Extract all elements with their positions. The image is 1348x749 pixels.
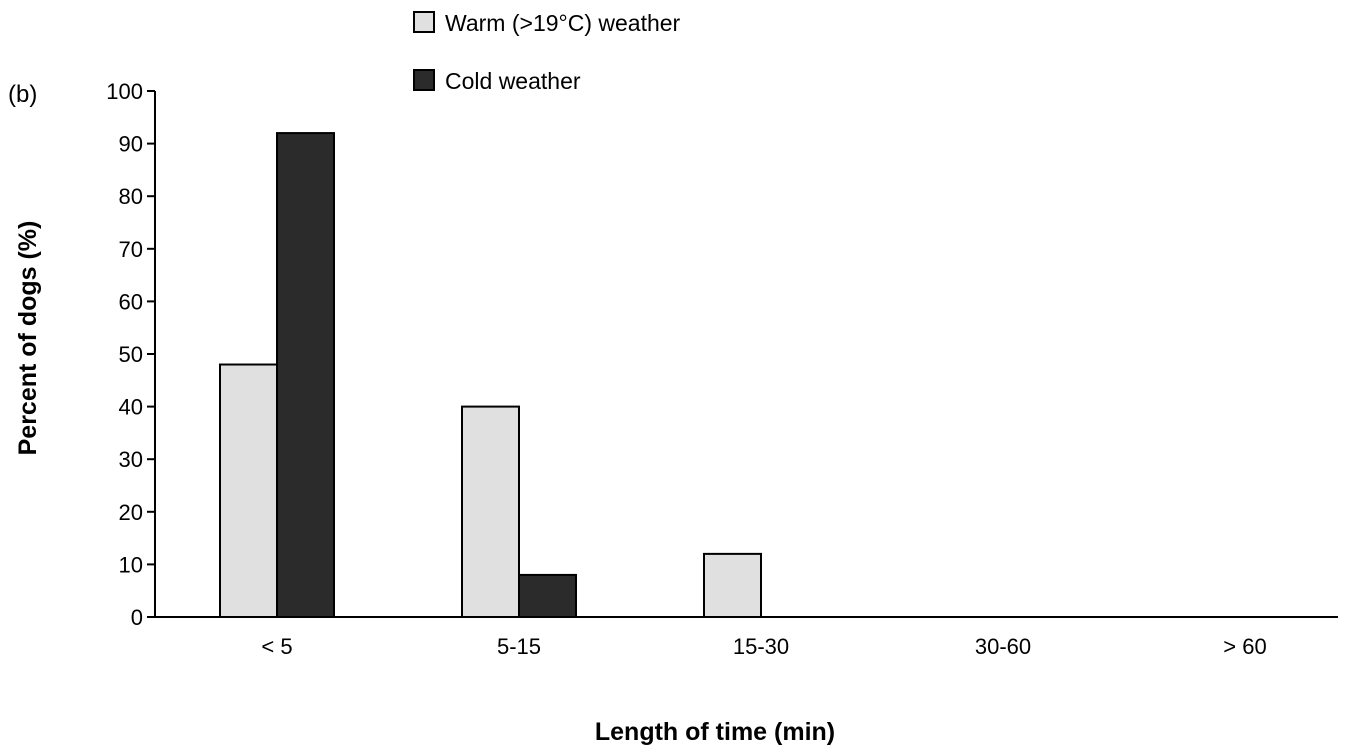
bar-warm-2 (703, 552, 762, 619)
bar-cold-1 (518, 573, 577, 618)
panel-label: (b) (8, 81, 37, 108)
y-tick-label: 50 (119, 342, 143, 367)
x-axis-ticks: < 5 5-15 15-30 30-60 > 60 (261, 634, 1266, 659)
bars (219, 132, 762, 619)
legend-swatch-cold (413, 69, 435, 91)
y-tick-label: 70 (119, 237, 143, 262)
y-axis-title: Percent of dogs (%) (14, 221, 42, 456)
legend-swatch-warm (413, 11, 435, 33)
x-tick-label: < 5 (261, 634, 292, 659)
y-tick-label: 20 (119, 500, 143, 525)
y-tick-label: 90 (119, 132, 143, 157)
legend-label-warm: Warm (>19°C) weather (445, 10, 681, 36)
x-tick-label: > 60 (1223, 634, 1266, 659)
x-tick-label: 5-15 (497, 634, 541, 659)
x-axis-title: Length of time (min) (595, 718, 835, 746)
legend-label-cold: Cold weather (445, 68, 581, 94)
y-axis-ticks: 0 10 20 30 40 50 60 70 80 90 100 (106, 79, 155, 630)
y-tick-label: 0 (131, 605, 143, 630)
y-tick-label: 10 (119, 552, 143, 577)
y-tick-label: 100 (106, 79, 143, 104)
bar-warm-1 (461, 405, 520, 618)
x-tick-label: 30-60 (975, 634, 1031, 659)
x-tick-label: 15-30 (733, 634, 789, 659)
y-tick-label: 40 (119, 395, 143, 420)
bar-warm-0 (219, 363, 278, 618)
y-tick-label: 80 (119, 184, 143, 209)
legend: Warm (>19°C) weather Cold weather (413, 10, 681, 94)
bar-cold-0 (276, 132, 335, 619)
y-tick-label: 30 (119, 447, 143, 472)
y-tick-label: 60 (119, 289, 143, 314)
